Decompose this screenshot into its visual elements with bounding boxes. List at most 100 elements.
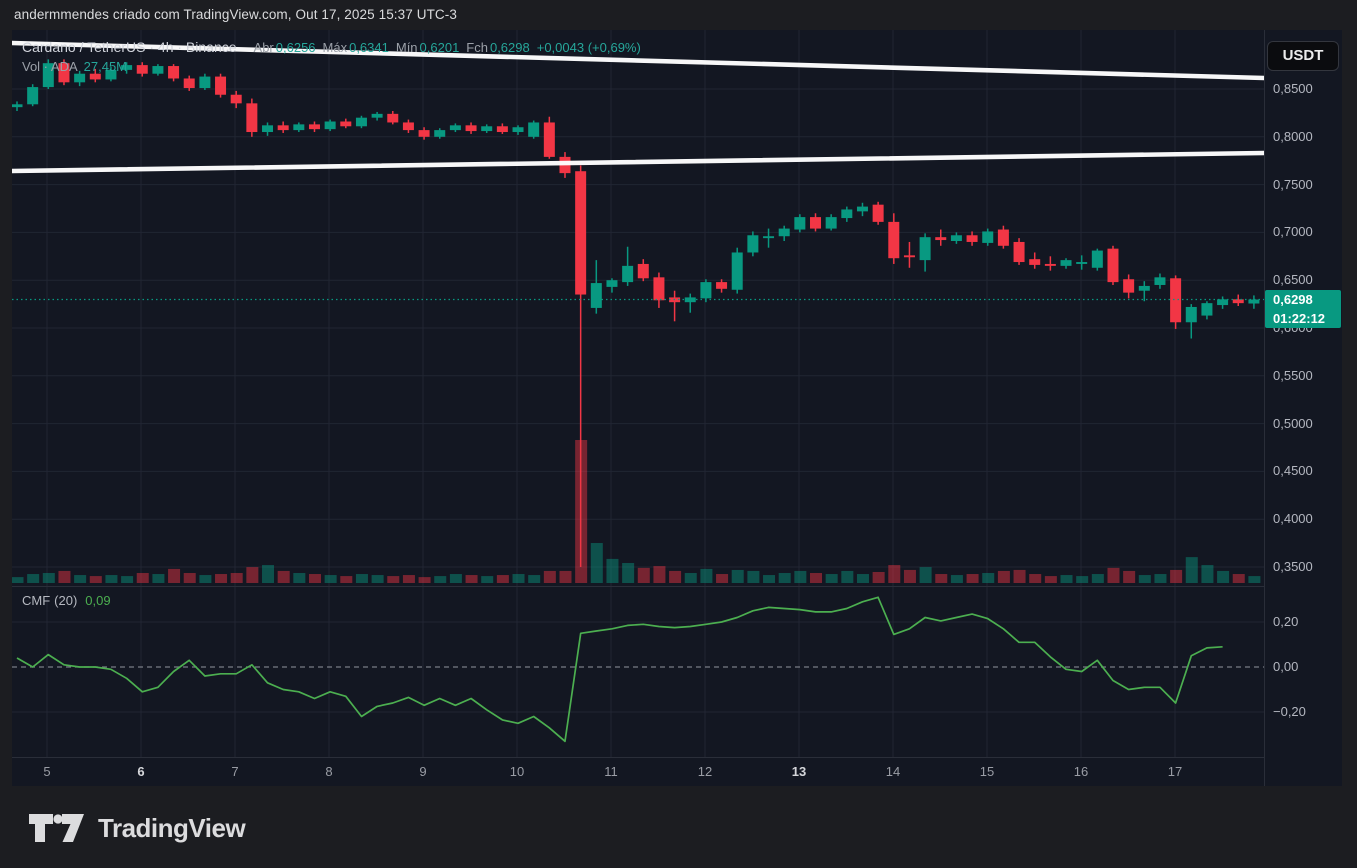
open-value: 0,6256: [275, 40, 316, 55]
candle-countdown: 01:22:12: [1273, 311, 1326, 326]
cmf-tick-label: 0,20: [1273, 614, 1299, 629]
candle: [89, 73, 101, 80]
price-axis[interactable]: USDT 0,85000,80000,75000,70000,65000,600…: [1265, 30, 1342, 786]
candle: [434, 130, 446, 137]
volume-bar: [543, 570, 556, 583]
indicator-name[interactable]: CMF: [22, 593, 51, 608]
volume-bar: [716, 574, 729, 583]
cmf-chart[interactable]: [12, 587, 1264, 757]
volume-bar: [12, 577, 24, 583]
indicator-params: (20): [54, 593, 78, 608]
price-tick-label: 0,7000: [1273, 224, 1313, 240]
volume-bar: [152, 574, 165, 583]
volume-bar: [778, 573, 791, 583]
volume-bar: [700, 568, 713, 583]
volume-bar: [590, 543, 603, 583]
volume-bar: [1076, 576, 1089, 583]
price-pane[interactable]: [12, 30, 1264, 586]
volume-value: 27,45M: [83, 59, 128, 74]
candle: [622, 265, 634, 283]
footer: TradingView: [0, 786, 1357, 868]
candle: [58, 63, 70, 83]
volume-bar: [935, 574, 948, 583]
volume-bar: [997, 570, 1010, 583]
volume-series: [12, 440, 1261, 583]
change-value: +0,0043 (+0,69%): [536, 40, 641, 55]
candle: [355, 117, 367, 127]
volume-bar: [496, 575, 509, 583]
candle: [919, 237, 931, 261]
pane-separator[interactable]: [12, 757, 1264, 758]
candle: [230, 94, 242, 104]
volume-bar: [199, 575, 212, 583]
volume-bar: [684, 573, 697, 583]
candle: [308, 124, 320, 130]
candle: [543, 122, 555, 157]
volume-bar: [277, 570, 290, 583]
candle: [277, 125, 289, 131]
volume-bar: [340, 576, 353, 583]
cmf-pane[interactable]: [12, 587, 1264, 757]
volume-bar: [841, 570, 854, 583]
candlestick-chart[interactable]: [12, 30, 1264, 586]
volume-bar: [622, 563, 635, 583]
volume-bar: [262, 565, 275, 583]
price-tick-label: 0,7500: [1273, 176, 1313, 192]
price-tick-label: 0,4000: [1273, 511, 1313, 527]
candle: [496, 126, 508, 133]
volume-label[interactable]: Vol · ADA: [22, 59, 78, 74]
volume-bar: [825, 574, 838, 583]
indicator-legend: CMF (20) 0,09: [22, 593, 111, 608]
volume-bar: [888, 565, 901, 583]
candle: [1185, 306, 1197, 323]
candle: [387, 113, 399, 123]
volume-bar: [465, 575, 478, 583]
tradingview-brand[interactable]: TradingView: [28, 810, 246, 846]
candle: [183, 78, 195, 89]
chart-container[interactable]: Cardano / TetherUS · 4h · Binance Abr 0,62…: [12, 30, 1342, 786]
volume-bar: [512, 574, 525, 583]
time-tick-label: 10: [509, 764, 525, 779]
candle: [136, 65, 148, 74]
candle: [982, 231, 994, 243]
volume-bar: [1013, 569, 1026, 583]
volume-bar: [731, 569, 744, 583]
time-tick-label: 8: [325, 764, 333, 779]
candle: [606, 280, 618, 287]
time-axis[interactable]: 5 6 7 8 9 10 11 12 13 14 15 16 17: [12, 758, 1264, 786]
volume-bar: [872, 571, 885, 583]
volume-bar: [89, 576, 102, 583]
time-tick-label: 17: [1167, 764, 1183, 779]
trendline: [12, 150, 1264, 174]
candle: [1248, 299, 1260, 304]
candle: [1123, 279, 1135, 293]
candle: [1044, 263, 1056, 266]
volume-bar: [355, 574, 368, 583]
time-tick-label: 15: [979, 764, 995, 779]
volume-bar: [1185, 557, 1198, 583]
close-label: Fch: [466, 40, 488, 55]
volume-bar: [528, 575, 541, 583]
candle: [778, 228, 790, 237]
volume-bar: [1217, 570, 1230, 583]
candle: [1013, 241, 1025, 263]
candle: [42, 63, 54, 88]
candle: [512, 127, 524, 133]
candle: [653, 277, 665, 301]
candle: [12, 104, 23, 108]
pane-separator[interactable]: [12, 586, 1264, 587]
candle: [731, 252, 743, 290]
currency-toggle-button[interactable]: USDT: [1267, 41, 1339, 71]
candle: [888, 221, 900, 259]
volume-bar: [481, 576, 494, 583]
time-tick-label: 16: [1073, 764, 1089, 779]
candle: [152, 66, 164, 74]
candle: [1060, 260, 1072, 266]
tradingview-logo-icon: [29, 814, 84, 842]
close-value: 0,6298: [489, 40, 530, 55]
volume-bar: [121, 576, 134, 583]
symbol-title[interactable]: Cardano / TetherUS · 4h · Binance: [22, 39, 237, 55]
candle: [1154, 277, 1166, 285]
price-tick-label: 0,4500: [1273, 463, 1313, 479]
candle: [1201, 303, 1213, 316]
